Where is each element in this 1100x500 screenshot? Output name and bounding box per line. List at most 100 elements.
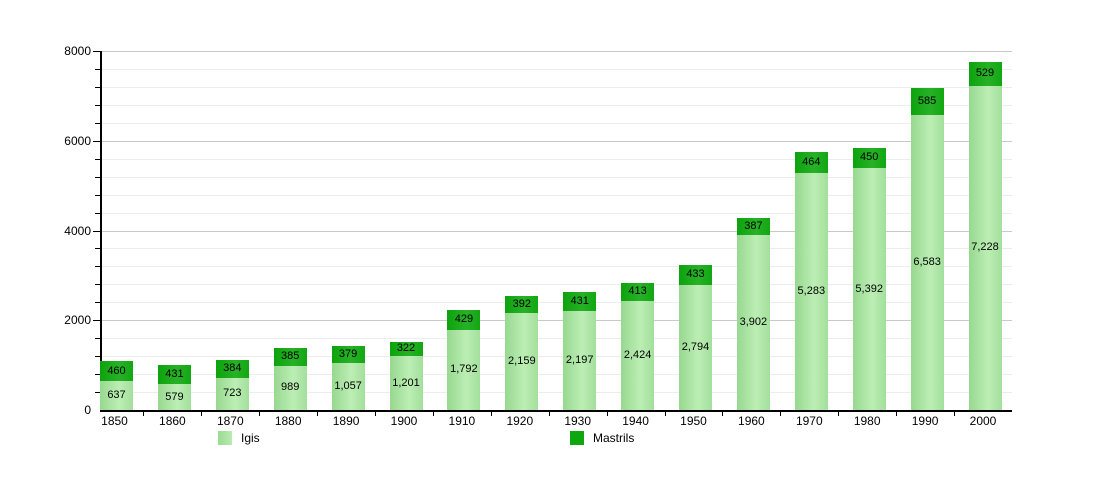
bar-segment-mastrils-1960: 387 xyxy=(736,217,770,235)
value-label-igis-1900: 1,201 xyxy=(392,376,420,389)
x-axis-tick xyxy=(143,412,145,416)
x-axis-label: 1960 xyxy=(738,414,765,428)
gridline-minor xyxy=(102,302,1012,304)
y-axis-tick xyxy=(93,320,100,322)
gridline-minor xyxy=(102,356,1012,358)
value-label-igis-1980: 5,392 xyxy=(855,282,883,295)
bar-segment-mastrils-1930: 431 xyxy=(563,292,597,312)
gridline-minor xyxy=(102,122,1012,124)
bar-segment-igis-1970: 5,283 xyxy=(794,172,828,410)
value-label-mastrils-1930: 431 xyxy=(570,295,589,308)
value-label-mastrils-1900: 322 xyxy=(396,342,416,355)
bar-segment-igis-1890: 1,057 xyxy=(331,362,365,410)
gridline-minor xyxy=(102,392,1012,394)
value-label-igis-1940: 2,424 xyxy=(623,349,652,362)
y-axis-label: 4000 xyxy=(64,223,91,238)
x-axis-tick xyxy=(664,412,666,416)
gridline-minor xyxy=(102,338,1012,340)
y-axis-tick xyxy=(95,212,100,214)
y-axis-tick xyxy=(95,302,100,304)
x-axis-label: 1930 xyxy=(564,414,592,428)
y-axis-tick xyxy=(95,86,100,88)
bar-segment-mastrils-1920: 392 xyxy=(505,295,539,314)
value-label-mastrils-1860: 431 xyxy=(165,367,184,380)
y-axis-tick xyxy=(95,248,100,250)
bar-segment-igis-1980: 5,392 xyxy=(852,168,886,410)
y-axis-tick xyxy=(95,266,100,268)
value-label-mastrils-1970: 464 xyxy=(802,156,821,168)
y-axis-tick xyxy=(93,140,100,142)
y-axis-tick xyxy=(95,122,100,124)
x-axis-label: 1920 xyxy=(506,414,534,428)
y-axis-tick xyxy=(95,392,100,394)
x-axis-tick xyxy=(201,412,203,416)
value-label-igis-1990: 6,583 xyxy=(913,255,941,268)
bar-segment-mastrils-1980: 450 xyxy=(852,147,886,169)
mastrils-swatch-icon xyxy=(570,431,584,445)
x-axis-tick xyxy=(722,412,724,416)
gridline-minor xyxy=(102,158,1012,160)
bar-segment-igis-1850: 637 xyxy=(100,381,133,410)
bar-segment-mastrils-1880: 385 xyxy=(273,348,307,366)
gridline-major xyxy=(102,51,1012,52)
value-label-igis-1890: 1,057 xyxy=(334,379,362,392)
y-axis-tick xyxy=(93,230,100,232)
x-axis-tick xyxy=(259,412,261,416)
bar-segment-mastrils-1850: 460 xyxy=(100,360,133,382)
x-axis-label: 1880 xyxy=(274,414,302,428)
value-label-mastrils-1910: 429 xyxy=(454,313,474,326)
bar-segment-igis-1870: 723 xyxy=(215,377,249,410)
value-label-igis-1880: 989 xyxy=(281,381,300,394)
y-axis-tick xyxy=(95,158,100,160)
bar-segment-igis-1880: 989 xyxy=(273,365,307,410)
gridline-major xyxy=(102,230,1012,232)
x-axis-tick xyxy=(780,412,782,416)
bar-segment-mastrils-1990: 585 xyxy=(910,88,944,115)
y-axis-tick xyxy=(95,284,100,286)
bar-segment-igis-1990: 6,583 xyxy=(910,114,944,410)
x-axis-label: 1980 xyxy=(853,414,881,428)
bar-segment-mastrils-1900: 322 xyxy=(389,341,423,357)
y-axis-tick xyxy=(93,51,100,52)
gridline-major xyxy=(102,320,1012,322)
bar-segment-mastrils-1940: 413 xyxy=(621,282,655,302)
x-axis-tick xyxy=(954,412,956,416)
legend-label-igis: Igis xyxy=(241,431,260,445)
bar-segment-mastrils-2000: 529 xyxy=(968,61,1002,86)
x-axis-label: 1870 xyxy=(216,414,244,428)
gridline-minor xyxy=(102,86,1012,88)
value-label-igis-1860: 579 xyxy=(165,390,184,403)
y-axis-tick xyxy=(95,104,100,106)
value-label-mastrils-1920: 392 xyxy=(512,297,531,310)
gridline-minor xyxy=(102,266,1012,268)
gridline-minor xyxy=(102,248,1012,250)
y-axis-label: 8000 xyxy=(64,44,91,58)
plot-area: 637 460 579 431 723 384 989 385 1,057 379 1,201 322… xyxy=(100,51,1012,412)
gridline-minor xyxy=(102,374,1012,376)
value-label-mastrils-1850: 460 xyxy=(107,364,126,377)
value-label-mastrils-1950: 433 xyxy=(686,268,705,281)
y-axis-tick xyxy=(95,356,100,358)
bar-segment-igis-1930: 2,197 xyxy=(563,311,597,410)
x-axis-label: 1910 xyxy=(448,414,476,428)
gridline-minor xyxy=(102,194,1012,196)
x-axis-tick xyxy=(896,412,898,416)
bar-segment-igis-1910: 1,792 xyxy=(447,329,481,410)
bar-segment-mastrils-1870: 384 xyxy=(215,360,249,378)
y-axis-tick xyxy=(95,176,100,178)
bar-segment-igis-1960: 3,902 xyxy=(736,234,770,410)
gridline-minor xyxy=(102,176,1012,178)
x-axis-tick xyxy=(490,412,492,416)
bar-segment-igis-1950: 2,794 xyxy=(679,284,712,410)
x-axis-label: 1900 xyxy=(390,414,418,428)
bar-segment-mastrils-1910: 429 xyxy=(447,310,481,330)
bar-segment-mastrils-1950: 433 xyxy=(679,265,712,285)
legend-item-igis: Igis xyxy=(218,431,260,445)
gridline-minor xyxy=(102,104,1012,106)
y-axis-label: 0 xyxy=(84,403,91,417)
x-axis-tick xyxy=(548,412,550,416)
gridline-minor xyxy=(102,212,1012,214)
bar-segment-igis-1900: 1,201 xyxy=(389,356,423,410)
value-label-mastrils-1880: 385 xyxy=(281,350,300,363)
